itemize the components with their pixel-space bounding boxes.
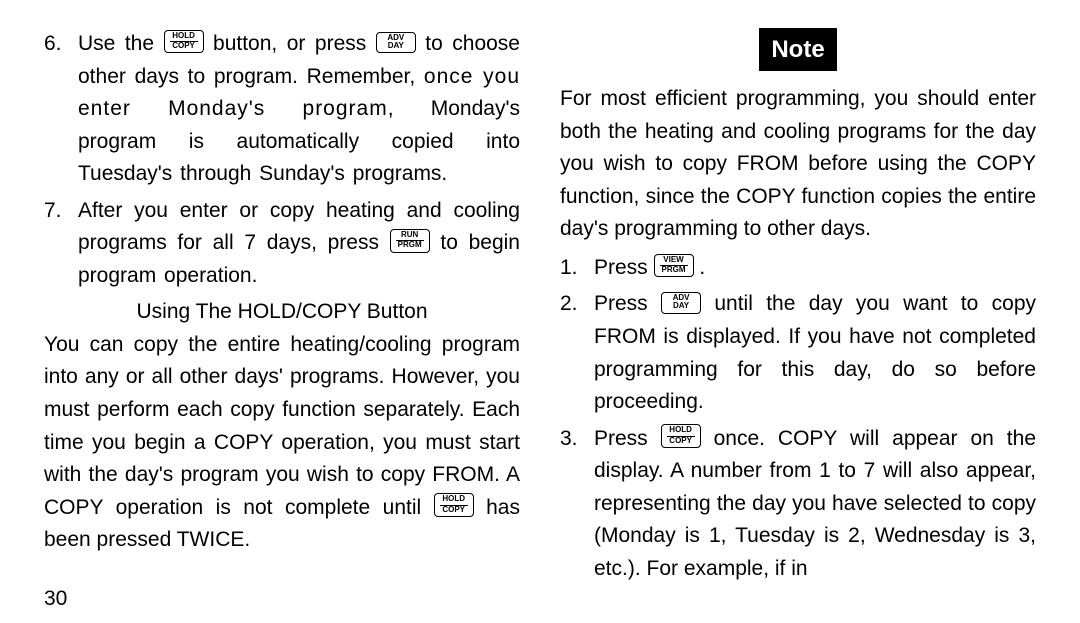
list-body: Press ADVDAY until the day you want to c… (594, 288, 1036, 418)
list-body: Press VIEWPRGM . (594, 252, 1036, 285)
page-number: 30 (44, 587, 67, 611)
list-number: 3. (560, 423, 594, 586)
list-item: 6.Use the HOLDCOPY button, or press ADVD… (44, 28, 520, 191)
list-item: 3.Press HOLDCOPY once. COPY will appear … (560, 423, 1036, 586)
note-badge-wrap: Note (560, 28, 1036, 79)
list-item: 7.After you enter or copy heating and co… (44, 195, 520, 293)
section-heading: Using The HOLD/COPY Button (44, 296, 520, 329)
list-number: 7. (44, 195, 78, 293)
hold-copy-button: HOLDCOPY (434, 493, 474, 517)
hold-copy-button: HOLDCOPY (164, 30, 204, 54)
list-number: 6. (44, 28, 78, 191)
note-badge: Note (759, 28, 836, 71)
adv-day-button: ADVDAY (376, 32, 416, 54)
list-number: 1. (560, 252, 594, 285)
copy-explainer: You can copy the entire heating/cooling … (44, 329, 520, 557)
right-column: Note For most efficient programming, you… (560, 28, 1036, 599)
list-body: After you enter or copy heating and cool… (78, 195, 520, 293)
list-item: 1.Press VIEWPRGM . (560, 252, 1036, 285)
note-intro: For most efficient programming, you shou… (560, 83, 1036, 246)
view-prgm-button: VIEWPRGM (654, 254, 694, 278)
run-prgm-button: RUNPRGM (390, 229, 430, 253)
list-body: Press HOLDCOPY once. COPY will appear on… (594, 423, 1036, 586)
hold-copy-button: HOLDCOPY (661, 424, 701, 448)
manual-page: 6.Use the HOLDCOPY button, or press ADVD… (0, 0, 1080, 623)
list-number: 2. (560, 288, 594, 418)
left-column: 6.Use the HOLDCOPY button, or press ADVD… (44, 28, 520, 599)
list-item: 2.Press ADVDAY until the day you want to… (560, 288, 1036, 418)
adv-day-button: ADVDAY (661, 292, 701, 314)
list-body: Use the HOLDCOPY button, or press ADVDAY… (78, 28, 520, 191)
